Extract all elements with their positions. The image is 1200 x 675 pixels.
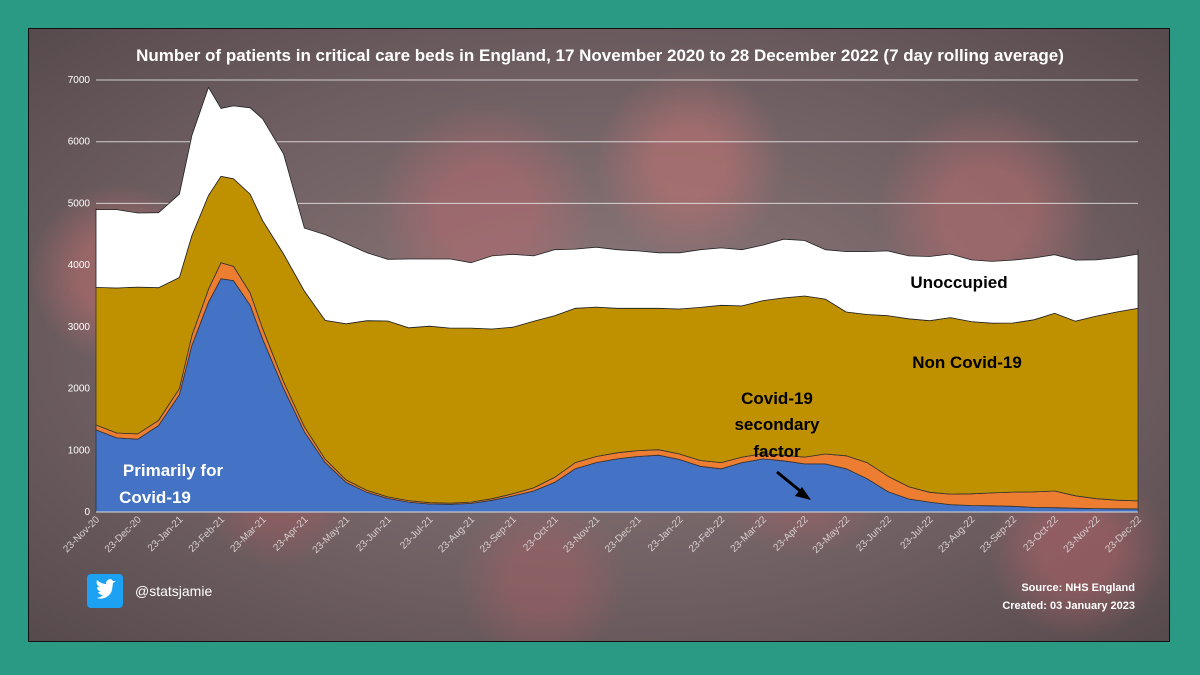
- x-tick-label: 23-Dec-22: [1103, 514, 1144, 555]
- y-tick-label: 1000: [68, 445, 91, 456]
- x-tick-label: 23-Apr-22: [771, 514, 811, 554]
- secondary-factor-arrow: [776, 470, 811, 500]
- label-primary-line-1: Primarily for: [123, 461, 224, 480]
- x-tick-label: 23-Jun-21: [354, 514, 394, 554]
- source-note: Source: NHS England: [1021, 582, 1135, 594]
- x-tick-label: 23-Aug-22: [937, 514, 978, 555]
- label-secondary-line-1: Covid-19: [741, 389, 813, 408]
- y-tick-label: 4000: [68, 260, 91, 271]
- label-unoccupied: Unoccupied: [910, 273, 1007, 292]
- twitter-bird-icon[interactable]: [87, 574, 123, 608]
- y-tick-label: 6000: [68, 137, 91, 148]
- x-axis-ticks: 23-Nov-20 23-Dec-20 23-Jan-21 23-Feb-21 23-M…: [61, 514, 1144, 556]
- x-tick-label: 23-Feb-21: [187, 514, 228, 555]
- chart-canvas: Number of patients in critical care beds…: [61, 46, 1144, 612]
- x-tick-label: 23-Jul-22: [898, 514, 936, 552]
- chart-frame: Number of patients in critical care beds…: [28, 28, 1170, 642]
- x-tick-label: 23-Mar-22: [729, 514, 770, 555]
- x-tick-label: 23-Oct-22: [1021, 514, 1061, 554]
- label-secondary-line-2: secondary: [734, 415, 820, 434]
- x-tick-label: 23-Nov-21: [562, 514, 603, 555]
- x-tick-label: 23-Nov-20: [61, 514, 102, 555]
- x-tick-label: 23-Dec-21: [603, 514, 644, 555]
- label-secondary-line-3: factor: [753, 442, 801, 461]
- x-tick-label: 23-Sep-22: [978, 514, 1019, 555]
- x-tick-label: 23-Jan-21: [146, 514, 186, 554]
- label-primary-line-2: Covid-19: [119, 488, 191, 507]
- y-tick-label: 0: [84, 507, 90, 518]
- created-note: Created: 03 January 2023: [1002, 600, 1135, 612]
- x-tick-label: 23-May-21: [311, 514, 353, 556]
- x-tick-label: 23-Feb-22: [687, 514, 728, 555]
- chart-title: Number of patients in critical care beds…: [136, 46, 1064, 65]
- x-tick-label: 23-Apr-21: [271, 514, 311, 554]
- y-tick-label: 5000: [68, 198, 91, 209]
- stacked-areas: [95, 86, 1139, 513]
- label-non-covid: Non Covid-19: [912, 353, 1022, 372]
- x-tick-label: 23-Jun-22: [854, 514, 894, 554]
- x-tick-label: 23-Nov-22: [1062, 514, 1103, 555]
- x-tick-label: 23-Sep-21: [478, 514, 519, 555]
- x-tick-label: 23-Oct-21: [521, 514, 561, 554]
- y-axis-ticks: 0 1000 2000 3000 4000 5000 6000 7000: [68, 75, 91, 518]
- area-unoccupied: [95, 86, 1139, 330]
- x-tick-label: 23-Aug-21: [436, 514, 477, 555]
- x-tick-label: 23-May-22: [811, 514, 853, 556]
- y-tick-label: 3000: [68, 322, 91, 333]
- x-tick-label: 23-Dec-20: [103, 514, 144, 555]
- x-tick-label: 23-Jan-22: [646, 514, 686, 554]
- x-tick-label: 23-Jul-21: [398, 514, 436, 552]
- twitter-handle[interactable]: @statsjamie: [135, 583, 212, 599]
- y-tick-label: 2000: [68, 384, 91, 395]
- x-tick-label: 23-Mar-21: [228, 514, 269, 555]
- y-tick-label: 7000: [68, 75, 91, 86]
